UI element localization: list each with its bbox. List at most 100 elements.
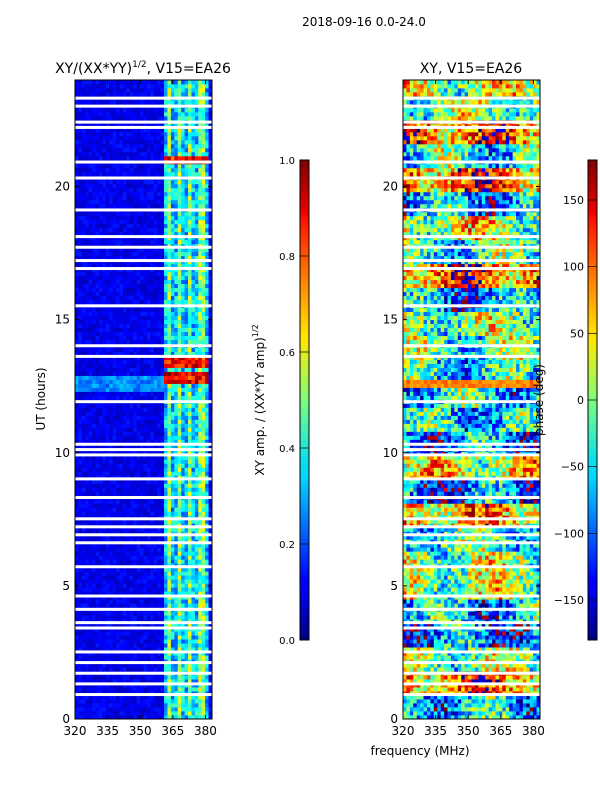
heatmap-cell <box>102 579 107 584</box>
heatmap-cell <box>75 315 79 321</box>
heatmap-cell <box>160 351 165 356</box>
heatmap-cell <box>201 255 206 261</box>
heatmap-cell <box>157 299 162 305</box>
heatmap-cell <box>75 599 79 604</box>
heatmap-cell <box>157 307 162 313</box>
heatmap-cell <box>191 383 196 388</box>
heatmap-cell <box>129 391 134 396</box>
heatmap-cell <box>177 571 182 576</box>
heatmap-cell <box>81 571 86 576</box>
heatmap-cell <box>157 463 162 468</box>
heatmap-cell <box>105 623 110 628</box>
heatmap-cell <box>116 491 120 496</box>
heatmap-cell <box>112 367 117 372</box>
heatmap-cell <box>85 439 90 444</box>
heatmap-cell <box>119 551 124 556</box>
heatmap-cell <box>140 471 144 476</box>
heatmap-cell <box>92 599 96 604</box>
heatmap-cell <box>78 647 83 652</box>
heatmap-cell <box>198 499 203 504</box>
heatmap-cell <box>205 591 209 596</box>
heatmap-cell <box>146 263 151 269</box>
heatmap-cell <box>88 251 93 257</box>
heatmap-cell <box>119 679 124 684</box>
heatmap-cell <box>85 299 90 305</box>
heatmap-cell <box>205 227 209 233</box>
heatmap-cell <box>146 403 151 408</box>
heatmap-cell <box>205 711 209 716</box>
heatmap-cell <box>102 271 107 277</box>
heatmap-cell <box>105 503 110 508</box>
heatmap-cell <box>119 379 124 384</box>
heatmap-cell <box>136 667 141 672</box>
heatmap-cell <box>126 487 131 492</box>
heatmap-cell <box>153 703 158 708</box>
heatmap-cell <box>92 263 96 269</box>
heatmap-cell <box>177 703 182 708</box>
heatmap-cell <box>109 223 114 229</box>
heatmap-cell <box>92 467 96 472</box>
heatmap-cell <box>146 255 151 261</box>
heatmap-cell <box>170 667 175 672</box>
heatmap-cell <box>208 363 212 368</box>
heatmap-cell <box>136 311 141 317</box>
heatmap-cell <box>116 311 120 317</box>
heatmap-cell <box>95 367 100 372</box>
heatmap-cell <box>181 287 185 293</box>
heatmap-cell <box>164 491 168 496</box>
heatmap-cell <box>167 331 172 336</box>
heatmap-cell <box>133 639 138 644</box>
heatmap-cell <box>112 459 117 464</box>
heatmap-cell <box>119 639 124 644</box>
heatmap-cell <box>188 551 192 556</box>
heatmap-cell <box>136 663 141 668</box>
heatmap-cell <box>133 547 138 552</box>
heatmap-cell <box>102 635 107 640</box>
heatmap-cell <box>188 571 192 576</box>
heatmap-cell <box>201 487 206 492</box>
heatmap-cell <box>88 391 93 396</box>
heatmap-cell <box>75 295 79 301</box>
heatmap-cell <box>122 251 127 257</box>
heatmap-cell <box>95 703 100 708</box>
heatmap-cell <box>112 335 117 340</box>
heatmap-cell <box>126 439 131 444</box>
heatmap-cell <box>198 559 203 564</box>
heatmap-cell <box>198 711 203 716</box>
heatmap-cell <box>164 551 168 556</box>
heatmap-cell <box>81 307 86 313</box>
heatmap-cell <box>177 711 182 716</box>
heatmap-cell <box>88 255 93 261</box>
heatmap-cell <box>150 387 155 392</box>
heatmap-cell <box>78 347 83 352</box>
heatmap-cell <box>177 307 182 313</box>
heatmap-cell <box>174 663 179 668</box>
heatmap-cell <box>116 655 120 660</box>
heatmap-cell <box>102 483 107 488</box>
heatmap-cell <box>78 455 83 460</box>
heatmap-cell <box>208 311 212 317</box>
heatmap-cell <box>201 675 206 680</box>
heatmap-cell <box>205 599 209 604</box>
heatmap-cell <box>205 363 209 368</box>
heatmap-cell <box>170 631 175 636</box>
heatmap-cell <box>198 231 203 237</box>
heatmap-cell <box>205 291 209 297</box>
heatmap-cell <box>150 459 155 464</box>
heatmap-cell <box>116 699 120 704</box>
heatmap-cell <box>146 319 151 325</box>
heatmap-cell <box>188 299 192 305</box>
heatmap-cell <box>126 391 131 396</box>
heatmap-cell <box>170 703 175 708</box>
heatmap-cell <box>164 227 168 233</box>
heatmap-cell <box>194 423 199 428</box>
heatmap-cell <box>133 635 138 640</box>
heatmap-cell <box>153 547 158 552</box>
heatmap-cell <box>157 375 162 380</box>
heatmap-cell <box>78 323 83 329</box>
heatmap-cell <box>119 351 124 356</box>
heatmap-cell <box>177 327 182 332</box>
heatmap-cell <box>157 255 162 261</box>
heatmap-cell <box>191 519 196 524</box>
heatmap-cell <box>140 575 144 580</box>
